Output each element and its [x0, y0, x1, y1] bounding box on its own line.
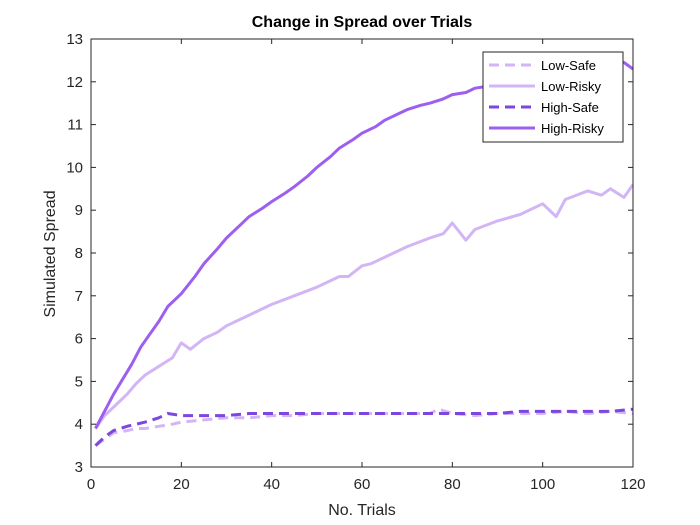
y-axis-label: Simulated Spread: [42, 190, 59, 317]
y-tick-label: 3: [75, 459, 83, 476]
y-tick-label: 6: [75, 331, 83, 348]
x-axis-label: No. Trials: [328, 502, 396, 519]
x-tick-label: 80: [444, 476, 461, 493]
y-tick-label: 4: [75, 416, 83, 433]
x-tick-label: 120: [620, 476, 645, 493]
legend-label-4: High-Risky: [541, 121, 604, 136]
y-tick-label: 10: [66, 159, 83, 176]
series-line-1: [94, 407, 633, 447]
x-tick-label: 0: [87, 476, 95, 493]
legend-label-2: Low-Risky: [541, 79, 601, 94]
y-tick-label: 12: [66, 74, 83, 91]
y-tick-label: 8: [75, 245, 83, 262]
y-tick-label: 5: [75, 373, 83, 390]
chart-title: Change in Spread over Trials: [252, 14, 473, 31]
x-tick-label: 100: [530, 476, 555, 493]
legend-label-3: High-Safe: [541, 100, 599, 115]
plot-area: 0 20 40 60 80 100 120 3 4 5 6 7 8 9 10 11 12 13: [66, 31, 645, 493]
x-tick-label: 40: [263, 476, 280, 493]
x-tick-label: 20: [173, 476, 190, 493]
legend: Low-Safe Low-Risky High-Safe High-Risky: [482, 51, 624, 143]
y-tick-label: 13: [66, 31, 83, 48]
y-tick-label: 11: [67, 117, 83, 134]
legend-label-1: Low-Safe: [541, 58, 596, 73]
y-tick-label: 9: [75, 202, 83, 219]
y-tick-label: 7: [75, 288, 83, 305]
series-line-2: [94, 183, 633, 430]
x-tick-label: 60: [354, 476, 371, 493]
series-line-3: [94, 407, 633, 447]
